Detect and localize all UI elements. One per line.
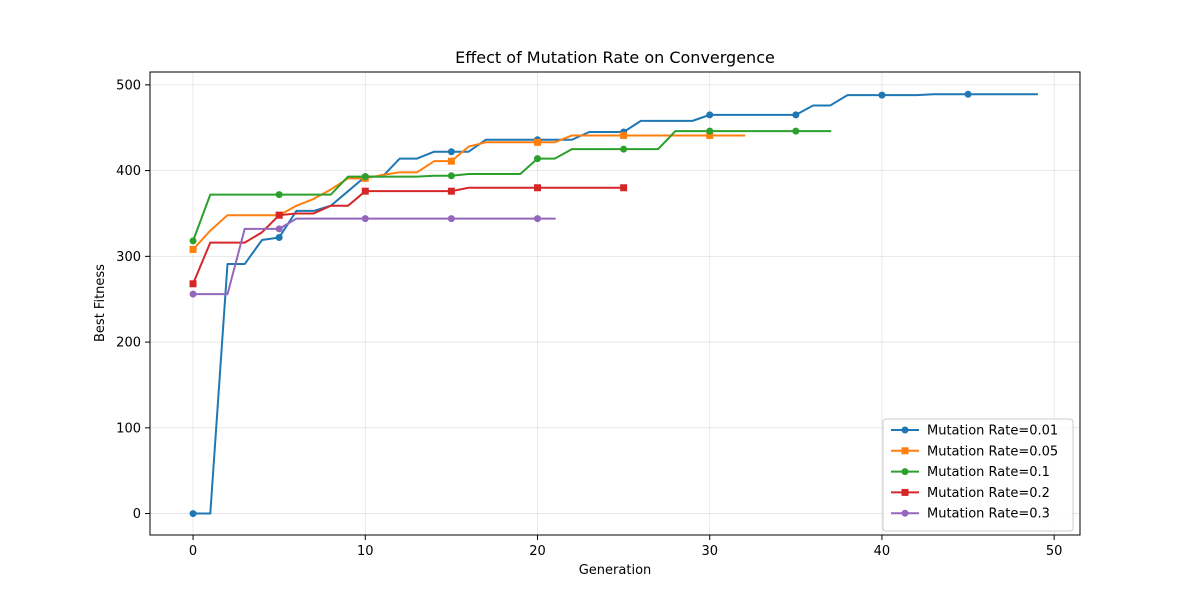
legend-label: Mutation Rate=0.1 (927, 465, 1050, 480)
data-point (620, 184, 628, 192)
data-point (620, 131, 628, 139)
data-point (792, 127, 800, 135)
data-point (964, 90, 972, 98)
data-point (534, 184, 541, 192)
y-tick-label: 100 (116, 421, 141, 436)
data-point (792, 111, 800, 119)
chart-title: Effect of Mutation Rate on Convergence (455, 48, 775, 67)
x-tick-label: 20 (529, 544, 546, 559)
data-point (447, 157, 455, 165)
data-point (189, 280, 197, 288)
x-tick-label: 0 (189, 544, 197, 559)
legend-marker (901, 447, 909, 455)
legend-marker (901, 509, 909, 517)
y-tick-label: 0 (133, 507, 141, 522)
data-point (189, 510, 197, 518)
legend-item: Mutation Rate=0.05 (891, 444, 1058, 459)
y-tick-label: 500 (116, 78, 141, 93)
series-line (192, 217, 556, 296)
legend-label: Mutation Rate=0.3 (927, 507, 1050, 522)
legend-marker (901, 426, 909, 434)
data-point (189, 290, 197, 298)
y-axis-label: Best Fitness (93, 264, 108, 342)
legend-marker (901, 488, 909, 496)
data-point (706, 111, 714, 119)
data-point (275, 225, 283, 233)
data-point (361, 173, 369, 181)
series-line (192, 93, 1038, 515)
legend-label: Mutation Rate=0.01 (927, 424, 1058, 439)
series-3 (189, 127, 832, 245)
x-tick-label: 30 (701, 544, 718, 559)
series-line (191, 134, 746, 251)
data-point (706, 127, 714, 135)
data-point (275, 211, 283, 219)
y-tick-label: 300 (116, 250, 141, 265)
x-tick-label: 50 (1046, 544, 1063, 559)
data-point (447, 172, 455, 180)
data-point (361, 215, 369, 223)
data-point (447, 148, 455, 156)
legend: Mutation Rate=0.01 Mutation Rate=0.05 Muta… (882, 418, 1074, 532)
series-5 (189, 215, 556, 298)
data-point (275, 191, 283, 199)
legend-item: Mutation Rate=0.3 (891, 507, 1050, 522)
data-point (534, 215, 541, 223)
x-axis-label: Generation (579, 563, 652, 578)
x-tick-label: 10 (357, 544, 374, 559)
data-point (447, 215, 455, 223)
data-point (189, 245, 197, 253)
legend-box (882, 418, 1074, 532)
legend-item: Mutation Rate=0.1 (891, 465, 1050, 480)
legend-label: Mutation Rate=0.05 (927, 444, 1058, 459)
legend-item: Mutation Rate=0.01 (891, 424, 1058, 439)
series-line (191, 130, 832, 243)
data-point (534, 138, 541, 146)
y-tick-label: 400 (116, 164, 141, 179)
data-point (447, 187, 455, 195)
legend-label: Mutation Rate=0.2 (927, 486, 1050, 501)
legend-marker (901, 468, 909, 476)
series-group (189, 90, 1038, 518)
data-point (534, 155, 541, 163)
legend-item: Mutation Rate=0.2 (891, 486, 1050, 501)
data-point (189, 237, 197, 245)
data-point (361, 187, 369, 195)
y-tick-label: 200 (116, 336, 141, 351)
data-point (706, 131, 714, 139)
plot-frame (149, 71, 1081, 536)
x-tick-label: 40 (874, 544, 891, 559)
data-point (275, 233, 283, 241)
data-point (878, 91, 886, 99)
data-point (620, 145, 628, 153)
